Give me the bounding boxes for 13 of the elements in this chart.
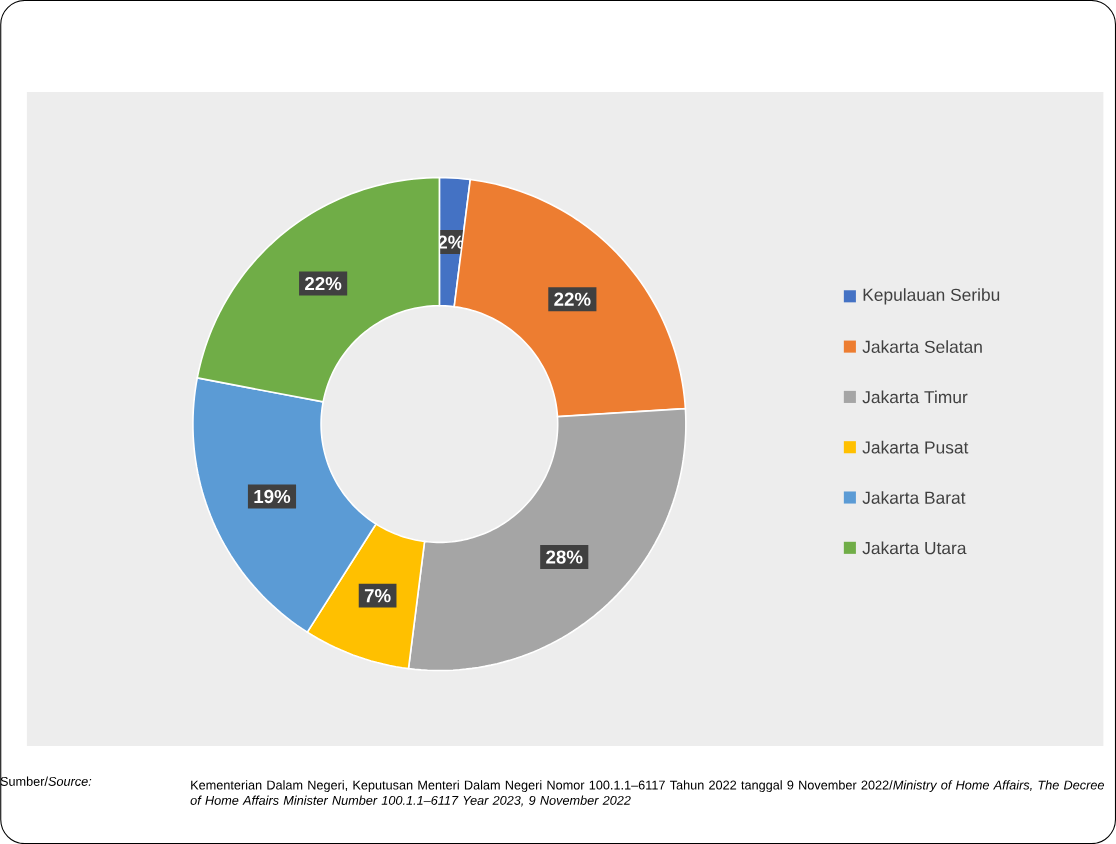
data-label: 19%: [254, 489, 291, 504]
legend-label: Jakarta Utara: [862, 541, 967, 555]
legend-label: Jakarta Timur: [862, 390, 968, 404]
legend-label: Kepulauan Seribu: [863, 288, 1000, 305]
legend-label: Jakarta Pusat: [862, 440, 969, 454]
data-label: 7%: [364, 589, 391, 603]
text: Kementerian Dalam Negeri, Keputusan Menteri Dalam Negeri Nomor 100.1.1–6117 Tahun 2022 tanggal 9 November 2022/Ministry of Home Affairs, The Decree of Home Affairs Minister Number 100.1.1–6117 Year 2023, 9 November 2022: [190, 780, 1104, 807]
legend-label: Jakarta Selatan: [862, 340, 982, 353]
data-label: 22%: [554, 292, 591, 306]
data-label: 28%: [546, 550, 583, 564]
text: Sumber/Source:: [0, 776, 92, 786]
legend-label: Jakarta Barat: [862, 491, 966, 504]
data-label: 22%: [305, 276, 342, 291]
